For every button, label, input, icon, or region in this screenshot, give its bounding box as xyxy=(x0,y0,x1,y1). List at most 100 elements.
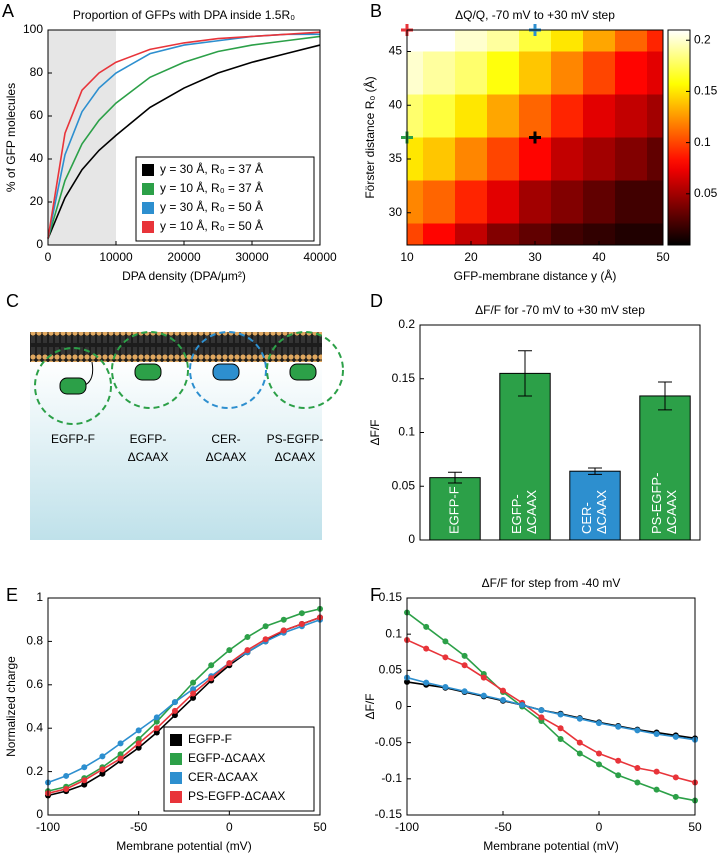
data-point xyxy=(81,781,88,788)
legend-label: CER-ΔCAAX xyxy=(188,770,258,784)
bar xyxy=(429,477,481,541)
x-axis-label: Membrane potential (mV) xyxy=(483,839,618,853)
data-point xyxy=(99,753,106,760)
marker-plus xyxy=(529,131,541,144)
heat-cell xyxy=(615,180,648,224)
data-point xyxy=(480,674,487,681)
data-point xyxy=(519,702,526,709)
heat-cell xyxy=(455,180,488,224)
heat-cell xyxy=(583,223,616,245)
heat-cell xyxy=(615,30,648,52)
heat-cell xyxy=(551,51,584,95)
x-tick-label: 20000 xyxy=(167,250,201,264)
y-axis-label: Normalized charge xyxy=(4,656,18,757)
plot-frame xyxy=(47,597,321,816)
y-tick-label: 1 xyxy=(36,590,43,604)
x-tick-label: 30 xyxy=(528,250,542,264)
linker xyxy=(84,361,94,386)
error-bar xyxy=(588,467,602,475)
y-axis-label: ΔF/F xyxy=(368,419,382,445)
data-point xyxy=(117,751,124,758)
heat-cell xyxy=(455,223,488,245)
data-point xyxy=(480,692,487,699)
panel-label: D xyxy=(370,291,383,311)
colorbar-tick-label: 0.2 xyxy=(694,32,711,46)
heat-cell xyxy=(407,30,424,52)
data-point xyxy=(557,736,564,743)
colorbar xyxy=(667,29,691,246)
x-axis-label: DPA density (DPA/μm²) xyxy=(122,269,246,283)
heat-cell xyxy=(423,94,456,138)
heat-cell xyxy=(615,94,648,138)
heat-cell xyxy=(455,94,488,138)
heat-cell xyxy=(615,51,648,95)
data-point xyxy=(576,715,583,722)
data-point xyxy=(63,785,70,792)
heat-cell xyxy=(551,30,584,52)
y-axis-label: Förster distance R₀ (Å) xyxy=(362,76,377,198)
legend-label: y = 30 Å, R₀ = 37 Å xyxy=(160,161,263,176)
data-point xyxy=(634,727,641,734)
data-point xyxy=(99,766,106,773)
data-point xyxy=(557,725,564,732)
y-tick-label: 0.8 xyxy=(26,634,43,648)
y-tick-label: 30 xyxy=(389,205,403,219)
heat-cell xyxy=(487,30,520,52)
panel-label: E xyxy=(6,585,18,605)
panel-label: A xyxy=(2,1,14,21)
series-line xyxy=(47,618,321,784)
data-point xyxy=(117,740,124,747)
highlight-band xyxy=(48,30,116,245)
data-point xyxy=(208,662,215,669)
series-line xyxy=(406,676,696,741)
data-point xyxy=(576,739,583,746)
legend-label: EGFP-F xyxy=(188,732,232,746)
y-tick-label: 0.1 xyxy=(398,425,415,439)
x-tick-label: 10000 xyxy=(99,250,133,264)
data-point xyxy=(99,770,106,777)
y-tick-label: 0 xyxy=(395,699,402,713)
data-point xyxy=(672,774,679,781)
category-label: ΔCAAX xyxy=(524,490,539,534)
legend-label: y = 10 Å, R₀ = 50 Å xyxy=(160,218,263,233)
y-tick-label: 0 xyxy=(36,237,43,251)
chart-title: ΔF/F for step from -40 mV xyxy=(482,576,621,590)
data-point xyxy=(244,634,251,641)
data-point xyxy=(135,744,142,751)
heat-cell xyxy=(407,223,424,245)
data-point xyxy=(461,662,468,669)
category-label: PS-EGFP- xyxy=(649,473,664,534)
y-tick-label: 0.4 xyxy=(26,720,43,734)
range-circle xyxy=(266,331,344,409)
data-point xyxy=(226,660,233,667)
heat-cell xyxy=(519,94,552,138)
y-tick-label: 40 xyxy=(30,151,44,165)
legend-box xyxy=(163,726,315,812)
y-tick-label: 20 xyxy=(30,194,44,208)
chart-title: ΔF/F for -70 mV to +30 mV step xyxy=(475,303,645,317)
x-tick-label: 40000 xyxy=(303,250,337,264)
data-point xyxy=(135,736,142,743)
construct-label: PS-EGFP- xyxy=(267,432,324,446)
x-tick-label: 0 xyxy=(226,820,233,834)
x-tick-label: 50 xyxy=(656,250,670,264)
series-line xyxy=(47,616,321,795)
fluorophore xyxy=(134,363,162,381)
category-label: EGFP- xyxy=(509,494,524,534)
heat-cell xyxy=(551,137,584,181)
heat-cell xyxy=(583,94,616,138)
heat-cell xyxy=(583,51,616,95)
y-tick-label: 0 xyxy=(408,532,415,546)
x-tick-label: 0 xyxy=(45,250,52,264)
legend-box xyxy=(135,156,315,242)
construct-label: ΔCAAX xyxy=(275,450,316,464)
error-bar xyxy=(518,350,532,397)
chart-title: ΔQ/Q, -70 mV to +30 mV step xyxy=(455,8,615,22)
data-point xyxy=(500,696,506,703)
colorbar-tick-label: 0.1 xyxy=(694,135,711,149)
data-point xyxy=(153,729,160,736)
construct-label: EGFP- xyxy=(130,432,167,446)
y-tick-label: 0.05 xyxy=(379,663,403,677)
legend-swatch xyxy=(170,772,182,784)
